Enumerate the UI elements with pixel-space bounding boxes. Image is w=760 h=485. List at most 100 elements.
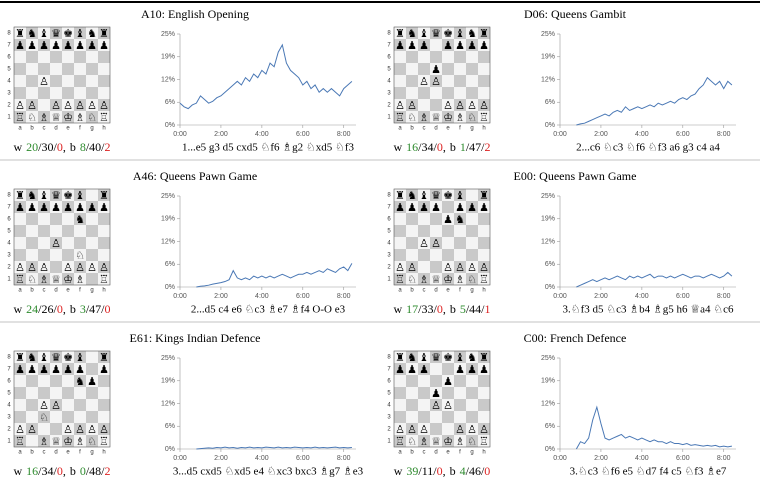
square [454,63,466,75]
square [394,99,406,111]
square [442,411,454,423]
stats-part: / [481,464,485,478]
square [394,273,406,285]
square [454,273,466,285]
panel-title: D06: Queens Gambit [524,7,627,21]
square [98,27,110,39]
series-line [179,43,353,110]
square [406,237,418,249]
square [418,27,430,39]
square [50,411,62,423]
file-label: h [482,126,485,132]
square [50,435,62,447]
square [38,249,50,261]
square [454,99,466,111]
square [98,387,110,399]
square [74,213,86,225]
y-tick-label: 19% [541,378,555,385]
board-row: ♖ ♘ ♗ ♕ ♔ ♗ ♘ ♖ [395,273,489,286]
board-row: ♙ [39,75,49,88]
file-label: h [102,126,105,132]
move-sequence: 1...e5 g3 d5 cxd5 ♘f6 ♗g2 ♘xd5 ♘f3 [182,142,355,154]
square [62,63,74,75]
square [86,351,98,363]
square [86,375,98,387]
square [26,27,38,39]
file-label: g [90,126,93,132]
square [406,363,418,375]
square [478,189,490,201]
square [62,189,74,201]
stats-part: / [418,140,422,154]
x-tick-label: 6:00 [296,455,310,462]
rank-label: 3 [7,415,11,421]
square [62,423,74,435]
rank-label: 4 [387,79,391,85]
file-label: c [43,288,46,294]
square [418,225,430,237]
board-row: ♙ ♙ [419,237,441,250]
square [74,261,86,273]
stats-part: 0 [57,302,63,316]
square [454,213,466,225]
square [26,51,38,63]
square [74,75,86,87]
square [26,411,38,423]
square [86,225,98,237]
square [442,201,454,213]
file-label: e [446,450,450,456]
board-row: ♜ ♞ ♝ ♛ ♚ ♝ ♞ ♜ [395,27,489,40]
rank-label: 6 [387,379,391,385]
square [430,351,442,363]
square [98,375,110,387]
square [14,387,26,399]
square [74,375,86,387]
file-label: a [18,126,22,132]
square [454,363,466,375]
square [442,63,454,75]
square [394,189,406,201]
board-row: ♙ [51,237,61,250]
rank-label: 2 [7,427,11,433]
square [74,87,86,99]
rank-label: 3 [7,91,11,97]
square [62,213,74,225]
file-label: f [459,126,461,132]
rank-label: 8 [387,193,391,199]
board-frame [393,26,491,124]
square [62,225,74,237]
file-label: g [470,288,473,294]
series-line [196,263,353,288]
file-label: a [398,126,402,132]
square [430,111,442,123]
file-label: a [18,450,22,456]
board-row: ♜ ♞ ♝ ♛ ♚ ♝ ♜ [15,189,109,202]
square [38,435,50,447]
square [418,423,430,435]
square [14,411,26,423]
square [394,249,406,261]
square [394,39,406,51]
stats-part: 33 [421,302,433,316]
square [50,201,62,213]
square [430,213,442,225]
stats-part: 30 [41,140,53,154]
stats-part: 0 [484,464,490,478]
square [406,261,418,273]
square [418,63,430,75]
stats-part: w [13,302,22,316]
stats-part: / [466,464,470,478]
square [406,411,418,423]
stats-part: / [466,302,470,316]
square [418,51,430,63]
stats-part: 0 [437,464,443,478]
y-tick-label: 6% [545,423,555,430]
panel-title: E00: Queens Pawn Game [514,169,637,183]
board-row: ♟ ♞ [443,213,465,226]
square [50,189,62,201]
square [406,249,418,261]
square [394,213,406,225]
square [14,399,26,411]
board-row: ♜ ♞ ♝ ♛ ♚ ♝ ♞ ♜ [15,27,109,40]
square [418,435,430,447]
